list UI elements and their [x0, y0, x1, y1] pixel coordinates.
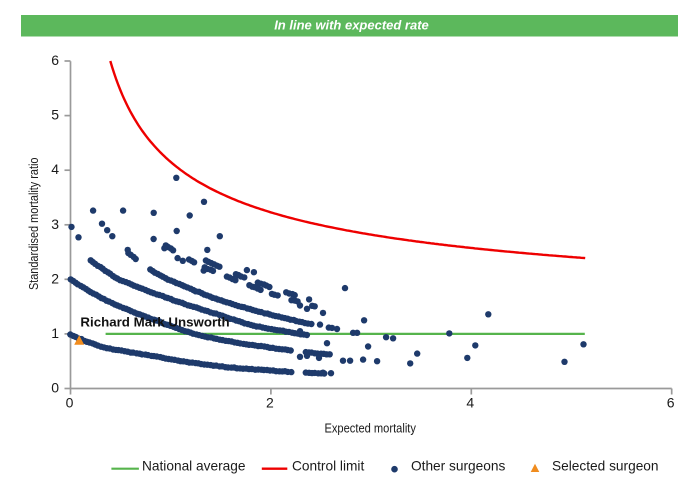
- svg-text:Selected surgeon: Selected surgeon: [552, 458, 659, 473]
- svg-text:2: 2: [266, 395, 274, 411]
- svg-text:4: 4: [51, 161, 59, 177]
- svg-text:4: 4: [466, 395, 474, 411]
- svg-text:In line with expected rate: In line with expected rate: [274, 18, 429, 33]
- svg-text:6: 6: [51, 52, 59, 68]
- svg-text:2: 2: [51, 270, 59, 286]
- svg-text:Standardised mortality ratio: Standardised mortality ratio: [27, 158, 41, 290]
- svg-text:National average: National average: [142, 458, 246, 473]
- svg-text:Richard Mark Unsworth: Richard Mark Unsworth: [80, 315, 229, 330]
- svg-text:Expected mortality: Expected mortality: [324, 421, 416, 435]
- svg-text:0: 0: [51, 380, 59, 396]
- svg-text:1: 1: [51, 325, 59, 341]
- svg-text:3: 3: [51, 216, 59, 232]
- svg-text:Control limit: Control limit: [292, 458, 364, 473]
- svg-text:6: 6: [667, 395, 675, 411]
- svg-text:Other surgeons: Other surgeons: [411, 458, 505, 473]
- svg-text:0: 0: [66, 395, 74, 411]
- svg-text:5: 5: [51, 107, 59, 123]
